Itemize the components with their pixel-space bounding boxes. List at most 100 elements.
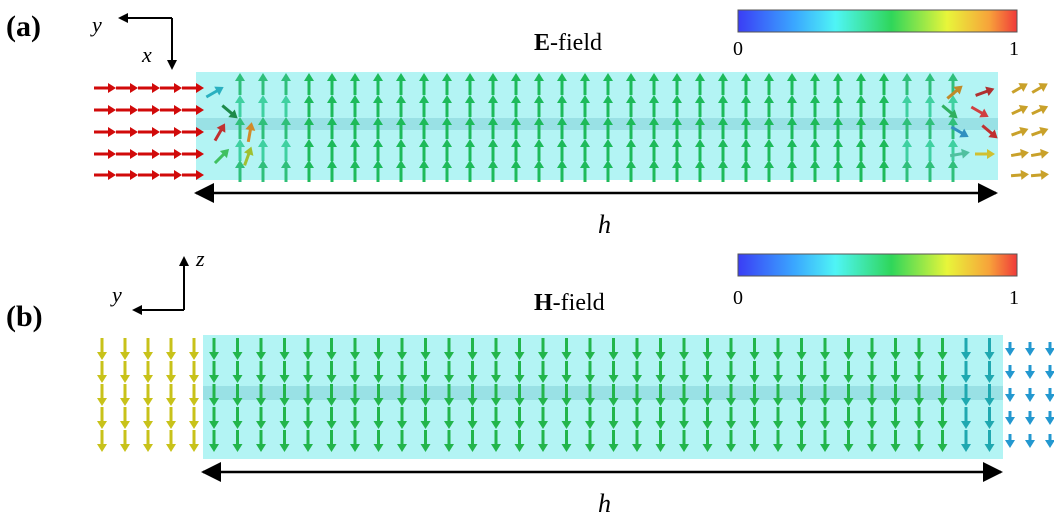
e-arrow-transition bbox=[213, 148, 230, 165]
panel-a-label: (a) bbox=[6, 10, 41, 43]
e-arrow-inside bbox=[350, 139, 360, 161]
h-arrow-inside bbox=[279, 384, 290, 406]
e-arrow-inside bbox=[741, 73, 751, 95]
panel-b-axes: z y bbox=[110, 246, 205, 315]
h-arrow-inside bbox=[514, 407, 525, 429]
h-arrow-inside bbox=[538, 430, 548, 452]
h-arrow-inside bbox=[914, 384, 924, 406]
h-arrow-outside-right bbox=[1025, 342, 1035, 356]
h-arrow-inside bbox=[444, 361, 454, 383]
h-arrow-inside bbox=[726, 361, 736, 383]
e-arrow-outside-left bbox=[116, 83, 138, 93]
e-arrow-outside-left bbox=[182, 83, 204, 93]
e-arrow-inside bbox=[511, 117, 521, 139]
h-arrow-inside bbox=[796, 407, 807, 429]
h-arrow-inside bbox=[279, 361, 290, 383]
h-arrow-inside bbox=[820, 338, 830, 360]
h-arrow-inside bbox=[867, 338, 877, 360]
e-arrow-inside bbox=[764, 160, 774, 182]
e-arrow-inside bbox=[465, 160, 475, 182]
h-arrow-outside-left bbox=[120, 430, 130, 452]
h-arrow-outside-left bbox=[120, 384, 130, 406]
e-arrow-outside-left bbox=[94, 170, 116, 180]
h-arrow-inside bbox=[303, 384, 313, 406]
h-arrow-inside bbox=[514, 361, 525, 383]
h-arrow-inside bbox=[350, 338, 360, 360]
e-arrow-outside-left bbox=[138, 149, 160, 159]
h-arrow-inside bbox=[867, 430, 877, 452]
h-arrow-inside bbox=[514, 384, 525, 406]
h-arrow-inside bbox=[350, 430, 360, 452]
h-arrow-inside bbox=[444, 430, 454, 452]
e-arrow-outside-right bbox=[1031, 126, 1049, 137]
e-arrow-inside bbox=[281, 160, 291, 182]
e-arrow-outside-right bbox=[1010, 169, 1029, 180]
e-arrow-inside bbox=[672, 160, 682, 182]
h-arrow-inside bbox=[538, 384, 548, 406]
h-arrow-inside bbox=[984, 338, 995, 360]
e-arrow-inside bbox=[833, 117, 843, 139]
h-arrow-inside bbox=[655, 430, 666, 452]
h-arrow-inside bbox=[773, 338, 783, 360]
e-arrow-outside-right bbox=[1031, 83, 1048, 94]
h-arrow-inside bbox=[326, 338, 337, 360]
h-arrow-inside bbox=[702, 430, 713, 452]
e-arrow-outside-left bbox=[160, 83, 182, 93]
colorbar-a-min: 0 bbox=[733, 38, 743, 60]
h-arrow-inside bbox=[373, 407, 384, 429]
e-arrow-inside bbox=[695, 117, 705, 139]
colorbar-a bbox=[737, 9, 1018, 33]
e-arrow-inside bbox=[511, 73, 521, 95]
h-arrow-outside-left bbox=[143, 361, 153, 383]
e-arrow-inside bbox=[649, 117, 659, 139]
e-arrow-inside bbox=[419, 139, 429, 161]
h-arrow-inside bbox=[467, 384, 478, 406]
e-arrow-inside bbox=[856, 160, 866, 182]
h-arrow-outside-right bbox=[1045, 411, 1054, 425]
h-arrow-outside-left bbox=[97, 338, 107, 360]
h-arrow-inside bbox=[961, 338, 971, 360]
h-arrow-inside bbox=[326, 384, 337, 406]
e-arrow-outside-left bbox=[182, 127, 204, 137]
e-arrow-transition bbox=[941, 104, 958, 119]
h-arrow-outside-left bbox=[120, 338, 130, 360]
h-arrow-inside bbox=[937, 361, 948, 383]
e-arrow-inside bbox=[235, 95, 245, 117]
e-arrow-inside bbox=[787, 73, 797, 95]
e-arrow-inside bbox=[373, 139, 383, 161]
e-arrow-inside bbox=[557, 95, 567, 117]
e-arrow-outside-left bbox=[160, 149, 182, 159]
h-arrow-inside bbox=[232, 338, 243, 360]
e-arrow-inside bbox=[879, 160, 889, 182]
e-arrow-inside bbox=[442, 139, 452, 161]
e-arrow-inside bbox=[442, 73, 452, 95]
h-arrow-inside bbox=[914, 338, 924, 360]
e-arrow-inside bbox=[350, 160, 360, 182]
e-arrow-inside bbox=[235, 73, 245, 95]
h-field-arrows bbox=[97, 338, 1054, 452]
h-arrow-inside bbox=[256, 338, 266, 360]
e-arrow-outside-left bbox=[94, 127, 116, 137]
h-arrow-inside bbox=[256, 430, 266, 452]
h-arrow-inside bbox=[491, 338, 501, 360]
h-arrow-inside bbox=[796, 430, 807, 452]
h-arrow-inside bbox=[397, 338, 407, 360]
h-arrow-inside bbox=[256, 384, 266, 406]
h-arrow-inside bbox=[796, 361, 807, 383]
h-arrow-inside bbox=[209, 407, 219, 429]
h-arrow-inside bbox=[796, 384, 807, 406]
h-arrow-inside bbox=[209, 361, 219, 383]
e-arrow-outside-left bbox=[94, 149, 116, 159]
h-arrow-inside bbox=[843, 384, 854, 406]
e-arrow-transition bbox=[975, 149, 995, 159]
e-arrow-inside bbox=[810, 95, 820, 117]
h-arrow-inside bbox=[420, 361, 431, 383]
h-arrow-inside bbox=[561, 384, 572, 406]
h-arrow-inside bbox=[373, 430, 384, 452]
h-arrow-inside bbox=[914, 407, 924, 429]
e-field-arrows bbox=[94, 73, 1049, 182]
e-arrow-inside bbox=[810, 73, 820, 95]
e-arrow-outside-left bbox=[116, 105, 138, 115]
h-arrow-inside bbox=[890, 338, 901, 360]
e-arrow-inside bbox=[649, 139, 659, 161]
